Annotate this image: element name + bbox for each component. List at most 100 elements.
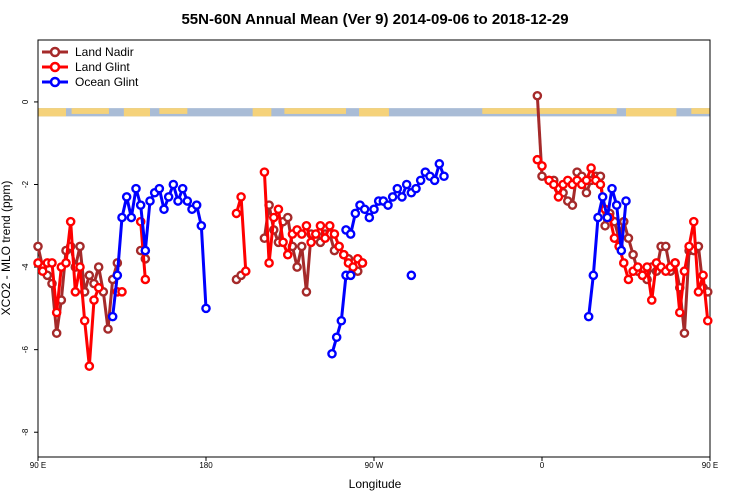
data-point-land-glint [33, 258, 43, 268]
coastline-band [38, 108, 710, 117]
data-point-land-glint [231, 208, 242, 219]
data-point-land-nadir [532, 90, 543, 101]
data-point-land-glint [329, 229, 340, 239]
legend-item-land-nadir: Land Nadir [42, 45, 134, 59]
data-point-ocean-glint [345, 270, 356, 281]
data-point-ocean-glint [364, 212, 375, 223]
data-point-land-glint [618, 258, 629, 268]
data-point-land-glint [646, 295, 657, 305]
land-band-segment [482, 108, 617, 114]
data-point-land-glint [632, 262, 643, 272]
data-point-land-glint [70, 287, 81, 297]
data-point-land-glint [75, 262, 85, 272]
data-point-land-nadir [581, 187, 592, 198]
data-point-land-glint [273, 204, 284, 215]
data-point-ocean-glint [327, 348, 337, 359]
data-point-land-nadir [75, 241, 85, 252]
data-point-ocean-glint [383, 200, 393, 210]
y-tick-label: 0 [21, 99, 30, 104]
data-point-ocean-glint [392, 183, 403, 194]
legend-marker-land-nadir [49, 46, 61, 58]
data-point-land-nadir [301, 287, 312, 297]
data-point-land-glint [79, 315, 90, 326]
data-point-land-glint [679, 266, 690, 277]
data-point-land-glint [324, 220, 335, 231]
data-point-land-glint [259, 167, 270, 177]
land-band-segment [38, 108, 66, 117]
data-point-ocean-glint [345, 229, 356, 239]
data-point-land-glint [264, 258, 274, 268]
data-point-ocean-glint [429, 175, 440, 186]
data-point-land-glint [348, 262, 358, 272]
data-point-land-glint [306, 237, 316, 248]
data-point-land-glint [278, 237, 288, 248]
data-point-land-nadir [660, 241, 671, 252]
data-point-land-glint [315, 220, 326, 231]
legend-label-land-glint: Land Glint [75, 60, 130, 74]
data-point-land-nadir [537, 171, 547, 182]
x-axis-label: Longitude [349, 477, 402, 491]
data-point-land-glint [37, 266, 48, 277]
legend-item-ocean-glint: Ocean Glint [42, 75, 139, 89]
x-tick-label: 90 W [365, 461, 384, 470]
data-point-land-glint [296, 229, 307, 239]
data-point-land-glint [642, 262, 652, 272]
data-point-land-glint [637, 270, 648, 281]
x-tick-label: 90 E [702, 461, 718, 470]
data-point-land-glint [581, 175, 592, 186]
data-point-land-glint [65, 216, 76, 227]
data-point-land-glint [670, 258, 680, 268]
land-band-segment [252, 108, 272, 117]
data-point-ocean-glint [117, 212, 127, 223]
data-point-land-glint [698, 270, 708, 281]
data-point-land-nadir [628, 249, 638, 260]
x-axis: 90 E 180 90 W 0 90 E [30, 457, 718, 470]
data-point-land-nadir [679, 328, 690, 338]
data-point-ocean-glint [135, 200, 146, 210]
data-point-ocean-glint [350, 208, 361, 219]
data-point-land-nadir [103, 324, 113, 334]
data-point-ocean-glint [602, 212, 613, 223]
land-band-segment [284, 108, 346, 114]
legend-marker-land-glint [49, 61, 61, 73]
data-point-land-glint [586, 163, 596, 173]
data-point-ocean-glint [145, 196, 155, 206]
data-point-ocean-glint [607, 183, 617, 194]
data-point-land-glint [61, 258, 71, 268]
data-point-land-glint [674, 307, 685, 318]
data-point-ocean-glint [159, 204, 169, 215]
y-tick-label: -2 [21, 180, 30, 188]
x-tick-label: 180 [199, 461, 213, 470]
legend: Land Nadir Land Glint Ocean Glint [42, 45, 139, 89]
data-point-land-nadir [600, 220, 610, 231]
series-land-glint [33, 154, 713, 371]
data-point-ocean-glint [140, 245, 151, 256]
data-point-ocean-glint [415, 175, 426, 186]
data-point-ocean-glint [121, 192, 132, 202]
data-point-land-nadir [282, 212, 293, 223]
x-tick-label: 0 [540, 461, 545, 470]
data-point-ocean-glint [107, 311, 118, 322]
x-tick-label: 90 E [30, 461, 46, 470]
data-point-ocean-glint [177, 183, 188, 194]
data-point-ocean-glint [191, 200, 202, 210]
data-point-ocean-glint [369, 204, 379, 215]
data-point-land-glint [310, 229, 321, 239]
land-band-segment [123, 108, 150, 117]
data-point-land-nadir [93, 262, 104, 272]
data-point-land-glint [301, 220, 312, 231]
data-point-land-glint [357, 258, 368, 268]
data-point-ocean-glint [336, 315, 347, 326]
legend-label-ocean-glint: Ocean Glint [75, 75, 139, 89]
data-point-land-nadir [51, 328, 62, 338]
data-point-land-glint [117, 287, 127, 297]
data-point-ocean-glint [196, 220, 207, 231]
data-point-ocean-glint [331, 332, 342, 343]
data-point-ocean-glint [406, 270, 417, 281]
data-point-land-glint [84, 361, 95, 371]
data-point-ocean-glint [168, 179, 179, 190]
data-point-land-nadir [33, 241, 43, 252]
data-point-ocean-glint [616, 245, 627, 256]
data-point-land-glint [51, 307, 62, 318]
